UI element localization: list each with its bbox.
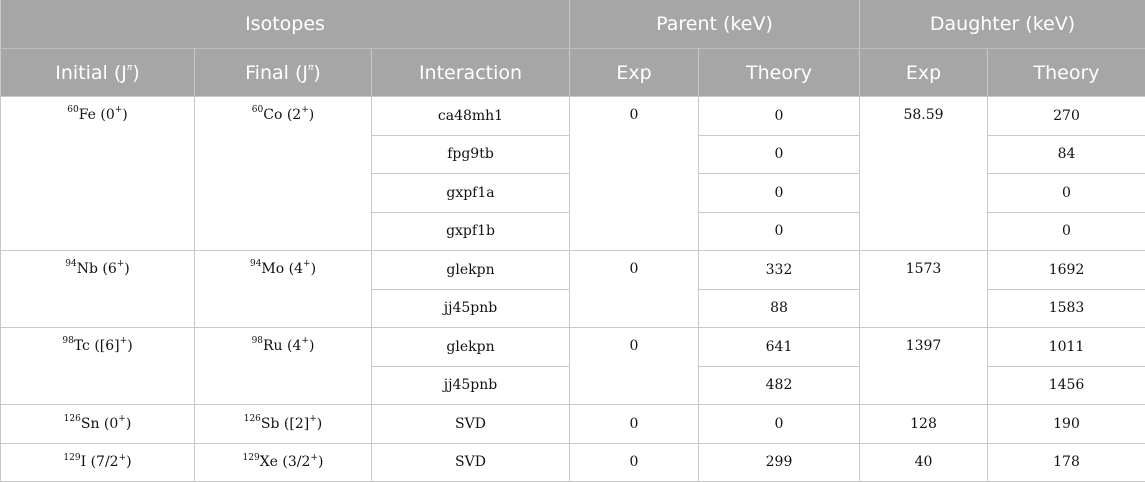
daughter-theory-cell: 0 [988, 212, 1145, 251]
parent-header: Parent (keV) [570, 0, 860, 49]
parent-theory-cell: 299 [699, 443, 860, 482]
parent-exp-cell: 0 [570, 405, 699, 444]
initial-isotope-cell: 126Sn (0+) [1, 405, 195, 444]
daughter-theory-cell: 190 [988, 405, 1145, 444]
final-isotope-cell: 60Co (2+) [195, 97, 372, 251]
parent-theory-cell: 0 [699, 174, 860, 213]
parent-theory-cell: 482 [699, 366, 860, 405]
interaction-cell: ca48mh1 [372, 97, 570, 136]
parent-exp-cell: 0 [570, 251, 699, 328]
interaction-cell: jj45pnb [372, 289, 570, 328]
interaction-cell: gxpf1b [372, 212, 570, 251]
final-isotope-cell: 98Ru (4+) [195, 328, 372, 405]
interaction-column-header: Interaction [372, 49, 570, 97]
interaction-cell: gxpf1a [372, 174, 570, 213]
initial-isotope-cell: 129I (7/2+) [1, 443, 195, 482]
interaction-cell: SVD [372, 405, 570, 444]
parent-theory-cell: 0 [699, 405, 860, 444]
parent-exp-column-header: Exp [570, 49, 699, 97]
daughter-exp-cell: 128 [860, 405, 988, 444]
daughter-theory-cell: 178 [988, 443, 1145, 482]
isotopes-header: Isotopes [1, 0, 570, 49]
parent-theory-cell: 641 [699, 328, 860, 367]
daughter-theory-cell: 1583 [988, 289, 1145, 328]
daughter-theory-cell: 1456 [988, 366, 1145, 405]
daughter-exp-cell: 1397 [860, 328, 988, 405]
parent-theory-cell: 0 [699, 135, 860, 174]
daughter-exp-cell: 1573 [860, 251, 988, 328]
daughter-theory-column-header: Theory [988, 49, 1145, 97]
interaction-cell: glekpn [372, 328, 570, 367]
initial-isotope-cell: 94Nb (6+) [1, 251, 195, 328]
parent-theory-cell: 332 [699, 251, 860, 290]
daughter-theory-cell: 270 [988, 97, 1145, 136]
final-column-header: Final (Jπ) [195, 49, 372, 97]
initial-isotope-cell: 60Fe (0+) [1, 97, 195, 251]
daughter-exp-column-header: Exp [860, 49, 988, 97]
final-isotope-cell: 129Xe (3/2+) [195, 443, 372, 482]
daughter-exp-cell: 58.59 [860, 97, 988, 251]
daughter-theory-cell: 84 [988, 135, 1145, 174]
parent-theory-cell: 0 [699, 97, 860, 136]
initial-column-header: Initial (Jπ) [1, 49, 195, 97]
interaction-cell: glekpn [372, 251, 570, 290]
interaction-cell: fpg9tb [372, 135, 570, 174]
final-isotope-cell: 94Mo (4+) [195, 251, 372, 328]
daughter-header: Daughter (keV) [860, 0, 1145, 49]
daughter-theory-cell: 1692 [988, 251, 1145, 290]
parent-theory-column-header: Theory [699, 49, 860, 97]
interaction-cell: jj45pnb [372, 366, 570, 405]
daughter-theory-cell: 0 [988, 174, 1145, 213]
daughter-exp-cell: 40 [860, 443, 988, 482]
parent-theory-cell: 88 [699, 289, 860, 328]
parent-exp-cell: 0 [570, 443, 699, 482]
initial-isotope-cell: 98Tc ([6]+) [1, 328, 195, 405]
parent-exp-cell: 0 [570, 97, 699, 251]
parent-theory-cell: 0 [699, 212, 860, 251]
final-isotope-cell: 126Sb ([2]+) [195, 405, 372, 444]
parent-exp-cell: 0 [570, 328, 699, 405]
interaction-cell: SVD [372, 443, 570, 482]
daughter-theory-cell: 1011 [988, 328, 1145, 367]
